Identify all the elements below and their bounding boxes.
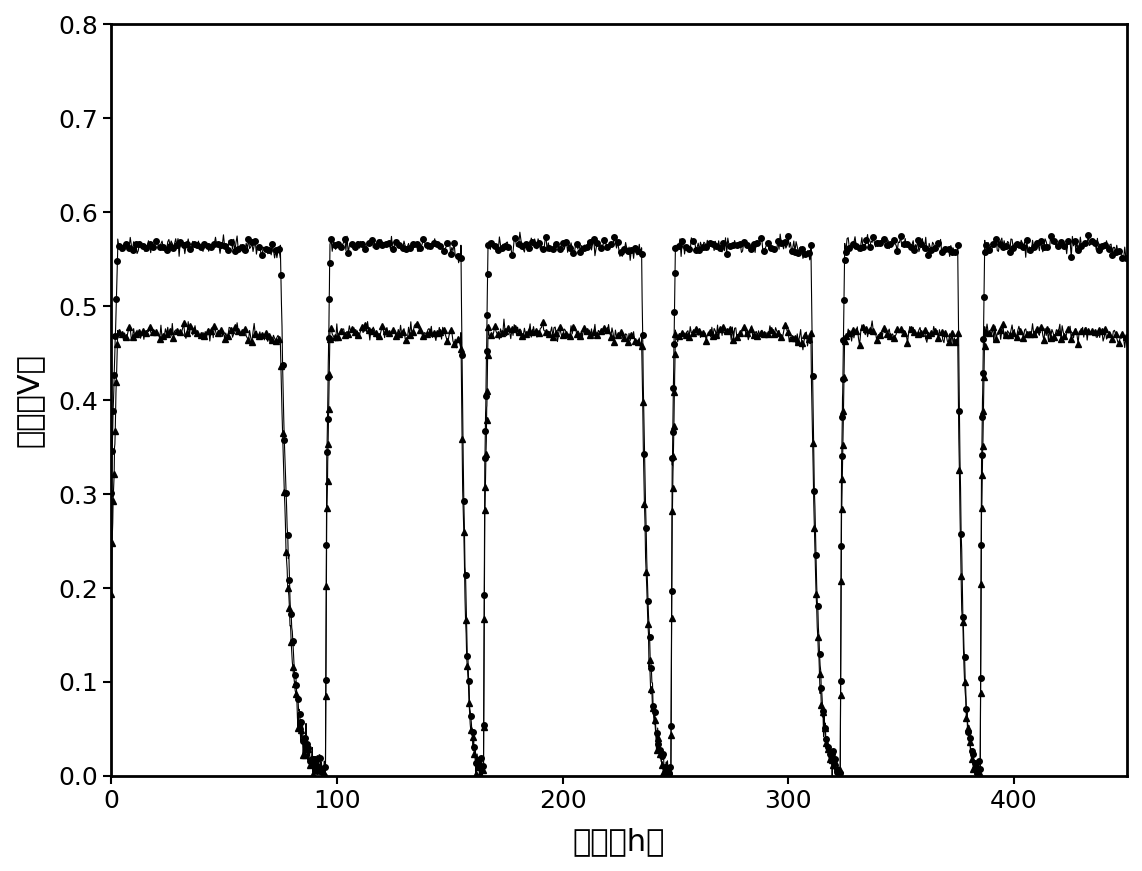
- X-axis label: 时间（h）: 时间（h）: [573, 827, 665, 856]
- Y-axis label: 电压（V）: 电压（V）: [15, 354, 45, 447]
